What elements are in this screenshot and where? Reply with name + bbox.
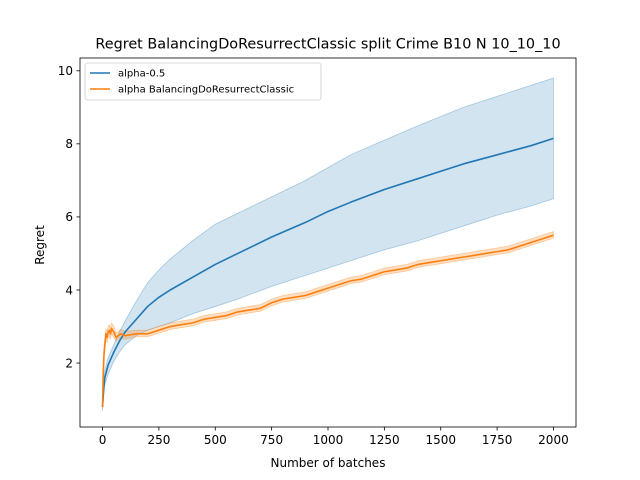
chart-title: Regret BalancingDoResurrectClassic split… xyxy=(95,37,560,53)
legend-label-2: alpha BalancingDoResurrectClassic xyxy=(118,85,294,96)
x-tick-label: 1000 xyxy=(313,433,344,447)
x-axis-label: Number of batches xyxy=(271,456,386,470)
x-tick-label: 250 xyxy=(147,433,170,447)
legend: alpha-0.5 alpha BalancingDoResurrectClass… xyxy=(84,62,322,101)
y-tick-label: 6 xyxy=(65,210,73,224)
y-axis-ticks: 2 4 6 8 10 xyxy=(58,64,80,370)
y-tick-label: 8 xyxy=(65,137,73,151)
series-line-1 xyxy=(101,137,554,407)
series-lines xyxy=(101,137,554,407)
x-tick-label: 2000 xyxy=(538,433,569,447)
y-tick-label: 2 xyxy=(65,356,73,370)
x-tick-label: 1500 xyxy=(425,433,456,447)
x-axis-ticks: 0 250 500 750 1000 1250 1500 1750 2000 xyxy=(99,427,569,447)
series-line-2 xyxy=(101,234,554,407)
x-tick-label: 1250 xyxy=(369,433,400,447)
x-tick-label: 1750 xyxy=(482,433,513,447)
x-tick-label: 0 xyxy=(99,433,107,447)
legend-label-1: alpha-0.5 xyxy=(118,69,165,80)
y-axis-label: Regret xyxy=(33,225,47,265)
y-tick-label: 4 xyxy=(65,283,73,297)
y-tick-label: 10 xyxy=(58,64,73,78)
x-tick-label: 750 xyxy=(260,433,283,447)
x-tick-label: 500 xyxy=(204,433,227,447)
legend-box xyxy=(84,62,322,101)
